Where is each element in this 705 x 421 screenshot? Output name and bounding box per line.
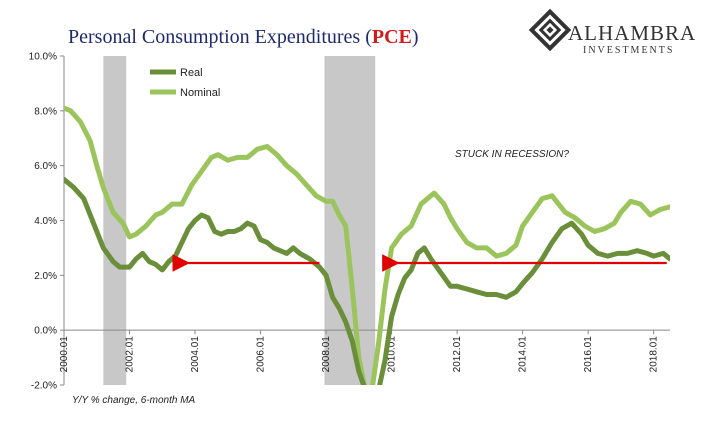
plot-area: -2.0% 0.0% 2.0% 4.0% 6.0% 8.0% 10.0% 2000.01 200… [29,52,670,392]
x-tick-label: 2014.01 [518,336,529,373]
y-tick-label: 2.0% [34,271,57,282]
x-tick-label: 2000.01 [59,336,70,373]
x-tick-label: 2018.01 [649,336,660,373]
series-line-nominal [64,105,670,385]
legend: Real Nominal [150,67,220,99]
x-tick-label: 2012.01 [452,336,463,373]
series-line-real [64,176,670,385]
logo-subtitle: INVESTMENTS [583,45,674,56]
chart-title: Personal Consumption Expenditures (PCE) [68,26,419,48]
y-tick-label: 4.0% [34,216,57,227]
y-tick-label: -2.0% [31,381,57,392]
y-tick-label: 10.0% [29,52,57,63]
logo-emblem-icon [528,8,572,52]
footnote: Y/Y % change, 6-month MA [72,395,196,406]
recession-band-1 [103,56,127,385]
alhambra-logo: ALHAMBRA INVESTMENTS [528,8,696,56]
x-tick-label: 2008.01 [321,336,332,373]
x-tick-label: 2016.01 [583,336,594,373]
legend-label-nominal: Nominal [180,87,220,99]
x-tick-label: 2002.01 [125,336,136,373]
logo-name: ALHAMBRA [568,21,696,45]
y-tick-label: 6.0% [34,161,57,172]
legend-label-real: Real [180,67,203,79]
x-tick-label: 2004.01 [190,336,201,373]
x-tick-label: 2010.01 [387,336,398,373]
annotation-stuck-in-recession: STUCK IN RECESSION? [455,149,569,160]
x-tick-label: 2006.01 [256,336,267,373]
y-tick-label: 0.0% [34,326,57,337]
y-tick-label: 8.0% [34,106,57,117]
